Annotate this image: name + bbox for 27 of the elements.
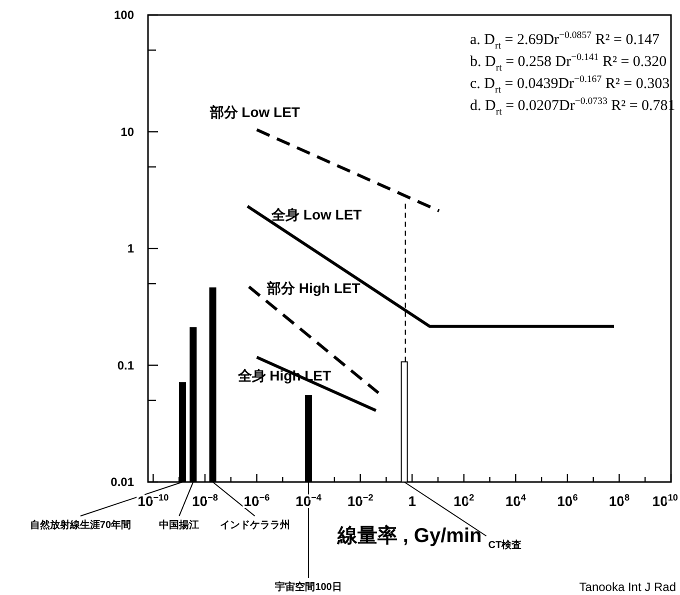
annotation: a. D$_{rt}$ = 2.69Dr$^{−0.0857}$ R² = 0.147 (470, 30, 660, 52)
series-label: 部分 High LET (266, 280, 361, 296)
series-label: 部分 Low LET (208, 104, 300, 120)
annotation: b. D$_{rt}$ = 0.258 Dr$^{−0.141}$ R² = 0.320 (470, 52, 667, 74)
x-tick-label: 10$^{−2}$ (347, 492, 374, 509)
x-tick-label: 10$^{4}$ (505, 492, 527, 509)
annotation: 宇宙空間100日 (275, 581, 342, 593)
annotation: インドケララ州 (220, 519, 290, 531)
text: Tanooka Int J Rad (579, 580, 676, 594)
annotation: CT検査 (488, 539, 522, 551)
y-tick-label: 0.01 (110, 475, 134, 489)
x-tick-label: 10$^{−8}$ (192, 492, 218, 509)
y-tick-label: 1 (127, 242, 134, 256)
y-tick-label: 100 (114, 8, 134, 22)
x-tick-label: 10$^{6}$ (557, 492, 578, 509)
series-label: 全身 Low LET (270, 206, 362, 222)
x-tick-label: 10$^{−6}$ (244, 492, 270, 509)
y-tick-label: 10 (120, 124, 134, 139)
x-tick-label: 10$^{10}$ (652, 492, 678, 509)
x-axis-title: 線量率 , Gy/min (336, 524, 482, 547)
annotation: 中国揚江 (159, 519, 200, 531)
y-tick-label: 0.1 (117, 358, 134, 372)
annotation: 自然放射線生涯70年間 (30, 519, 132, 531)
x-tick-label: 1 (408, 493, 416, 509)
x-tick-label: 10$^{8}$ (608, 492, 630, 509)
x-tick-label: 10$^{−10}$ (138, 492, 169, 509)
annotation: c. D$_{rt}$ = 0.0439Dr$^{−0.167}$ R² = 0.303 (470, 74, 670, 96)
